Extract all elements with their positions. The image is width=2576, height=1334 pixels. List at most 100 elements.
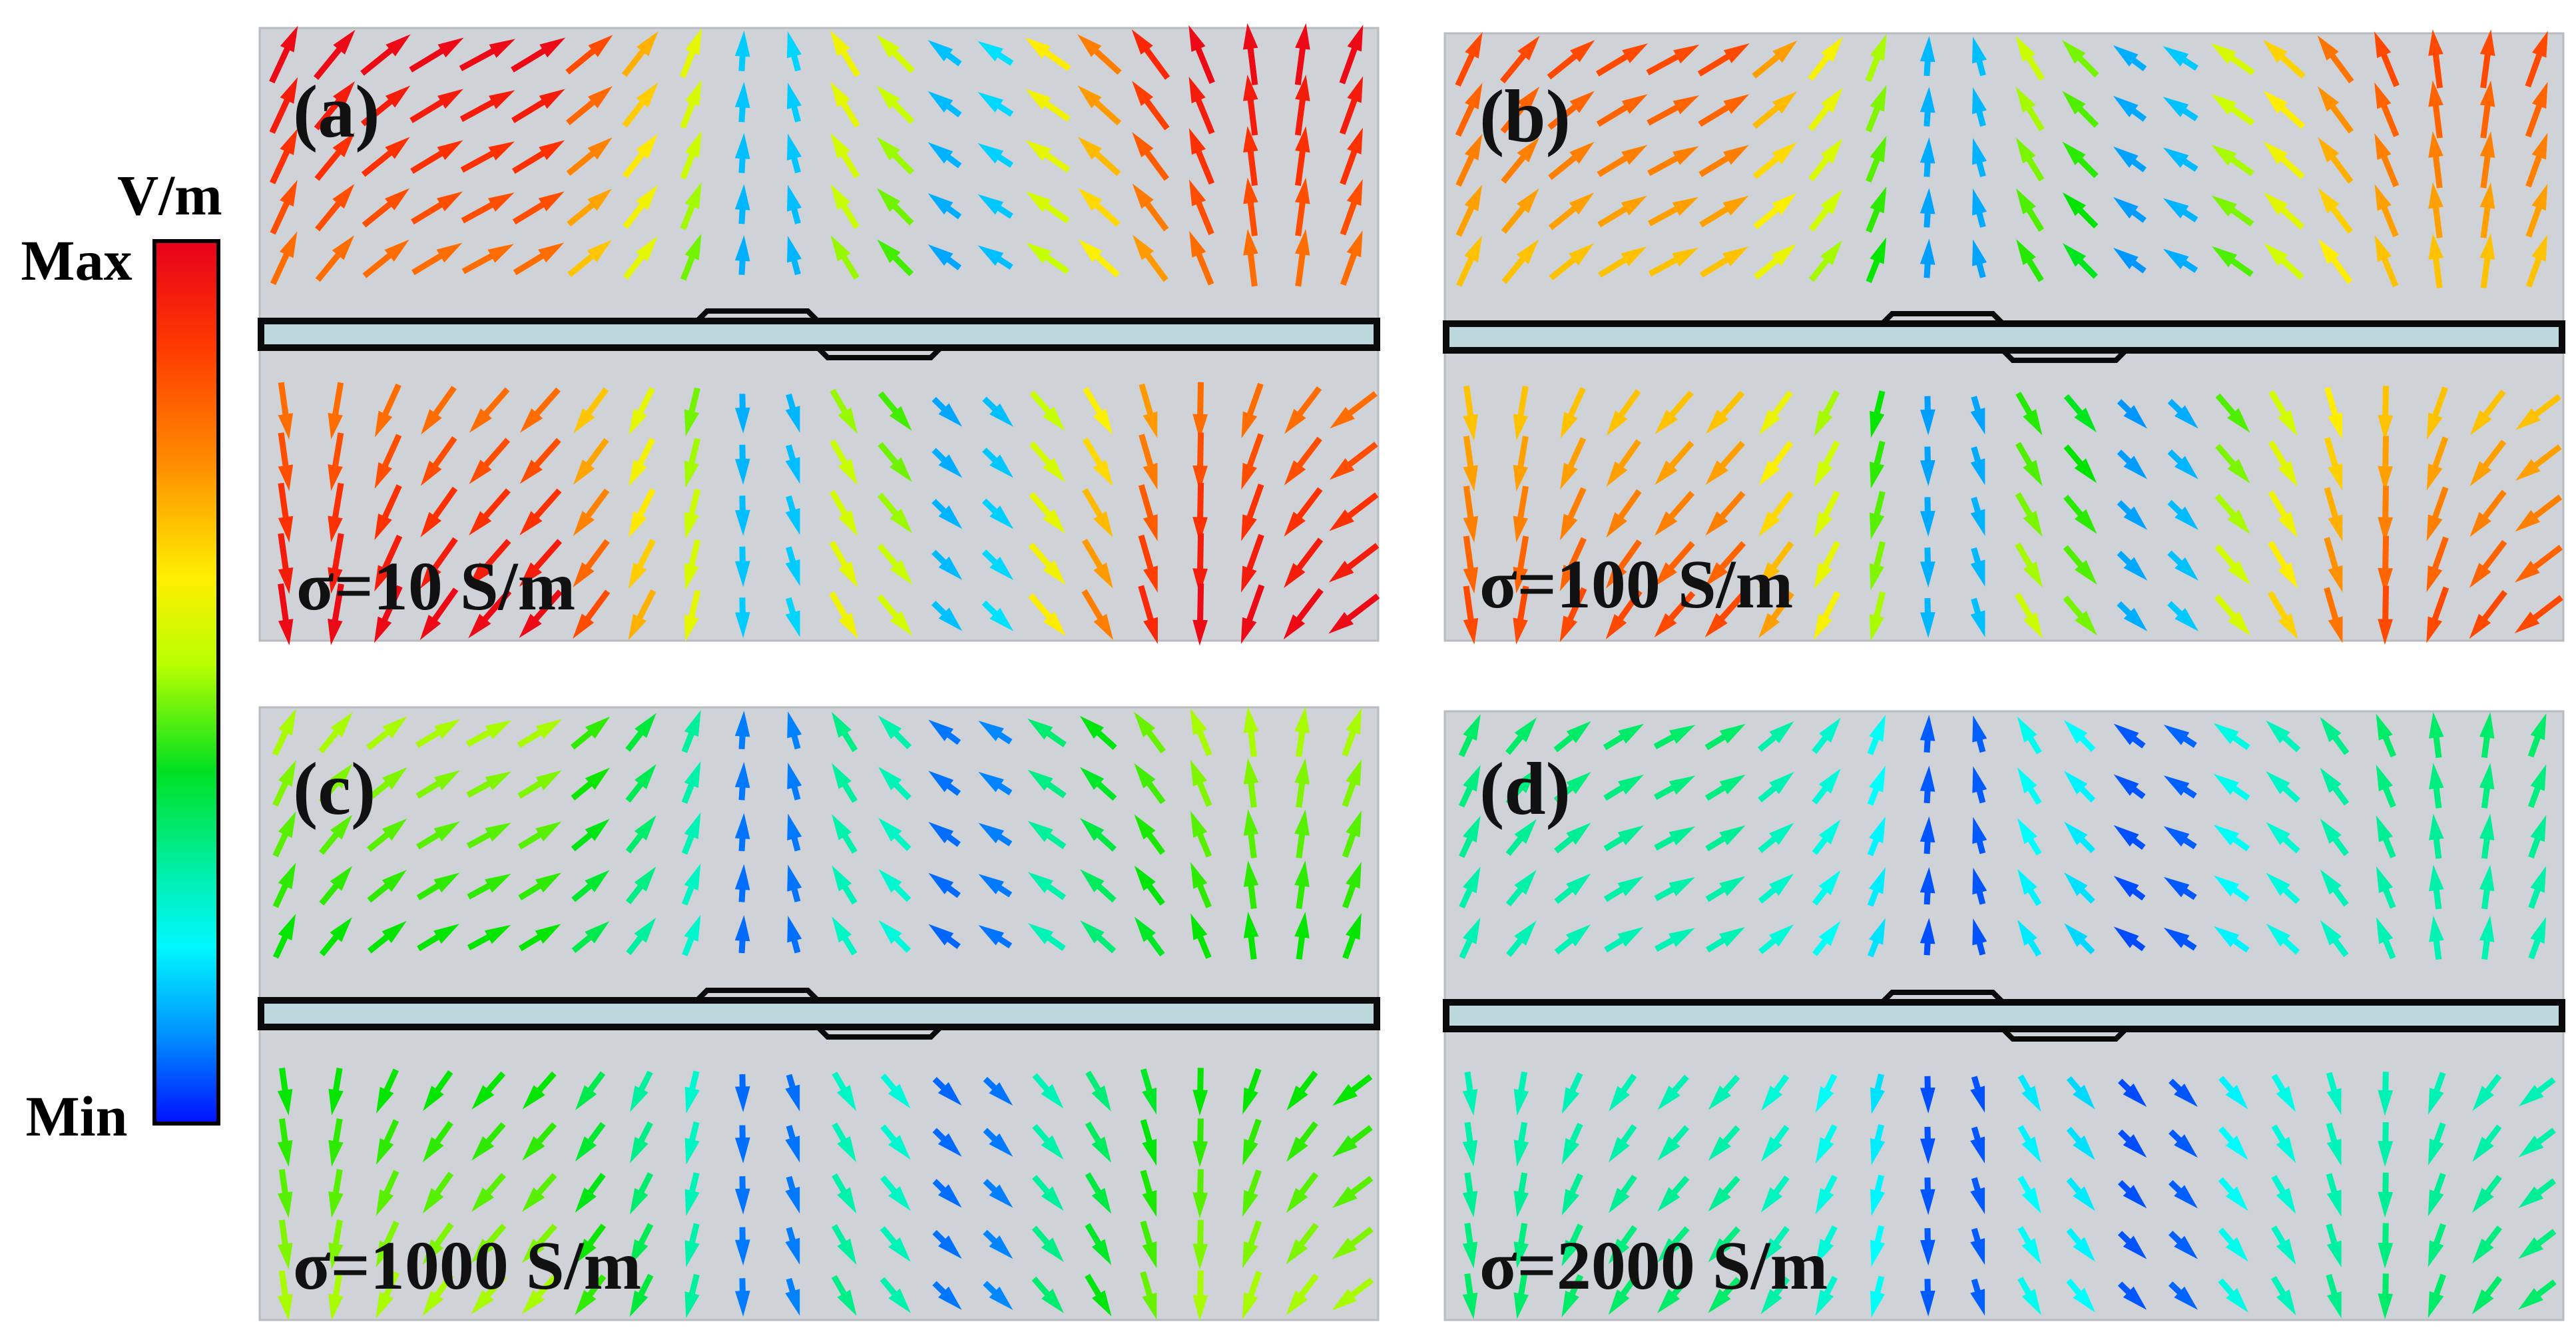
- field-arrow-head: [1190, 913, 1208, 940]
- field-arrow-head: [832, 916, 852, 943]
- field-arrow-head: [1463, 414, 1478, 441]
- field-arrow-head: [330, 866, 352, 891]
- field-arrow-head: [2428, 131, 2444, 158]
- field-arrow-head: [2428, 1240, 2444, 1267]
- field-arrow-head: [2376, 765, 2393, 792]
- field-arrows: [1455, 29, 2563, 645]
- field-arrow-head: [1814, 410, 1833, 437]
- field-arrow-head: [1820, 189, 1843, 214]
- field-arrow-head: [585, 819, 610, 841]
- field-arrow-head: [1672, 247, 1698, 267]
- field-arrow-head: [1143, 411, 1158, 439]
- field-arrow-head: [2374, 133, 2392, 161]
- field-arrow-head: [2428, 1291, 2444, 1318]
- field-arrow-head: [1295, 75, 1310, 101]
- field-arrow-head: [588, 86, 613, 109]
- field-arrow-head: [888, 1135, 911, 1160]
- field-arrow-head: [2210, 94, 2237, 115]
- field-arrow-head: [1463, 617, 1479, 645]
- field-arrow-head: [787, 916, 802, 943]
- field-arrow-head: [1655, 410, 1678, 434]
- field-arrow-head: [1970, 1187, 1985, 1215]
- field-arrow-head: [938, 403, 963, 427]
- field-arrow-head: [684, 863, 701, 890]
- field-arrow-head: [2213, 723, 2239, 745]
- field-arrow-head: [2266, 923, 2290, 947]
- field-arrow-head: [1669, 928, 1695, 947]
- field-arrow-head: [2227, 408, 2250, 433]
- field-arrow-head: [2123, 405, 2147, 429]
- field-arrow-head: [1143, 617, 1159, 644]
- field-arrow-head: [1462, 1140, 1478, 1167]
- field-arrow-head: [585, 870, 610, 892]
- field-arrow-head: [2374, 31, 2392, 59]
- field-arrow-head: [1513, 617, 1528, 645]
- field-arrow-head: [1814, 461, 1833, 488]
- field-arrow-head: [1920, 765, 1935, 792]
- field-arrow-head: [1815, 1289, 1834, 1316]
- field-arrow-head: [539, 37, 566, 58]
- field-arrow-head: [2374, 82, 2392, 109]
- field-arrow-head: [1972, 36, 1987, 64]
- field-arrow-head: [838, 408, 858, 434]
- field-arrow-head: [1134, 916, 1156, 942]
- field-arrow-head: [1820, 139, 1843, 164]
- field-arrow-head: [2211, 246, 2237, 268]
- field-arrow-head: [332, 235, 355, 260]
- field-arrow-head: [1708, 1237, 1731, 1263]
- field-arrow-head: [382, 819, 407, 841]
- field-arrow-head: [2015, 188, 2036, 214]
- field-arrow-head: [1870, 1138, 1886, 1166]
- field-arrow-head: [634, 918, 656, 943]
- field-arrow-head: [332, 184, 355, 209]
- field-arrow-head: [2225, 1085, 2248, 1110]
- field-arrow-head: [2062, 243, 2087, 267]
- field-arrow-head: [1026, 242, 1052, 264]
- field-arrow-head: [2479, 915, 2495, 942]
- colorbar: V/m Max Min: [21, 163, 222, 1148]
- field-arrow-head: [1771, 244, 1796, 266]
- field-arrow-head: [830, 184, 851, 210]
- field-arrow-head: [1131, 81, 1154, 107]
- field-arrow-head: [1870, 1087, 1886, 1114]
- field-arrow-head: [978, 721, 1004, 741]
- colorbar-scale: [152, 239, 220, 1126]
- field-arrow-head: [787, 813, 802, 840]
- field-arrow-head: [2021, 1238, 2041, 1265]
- field-arrow-head: [330, 917, 352, 942]
- field-arrow-head: [837, 1187, 857, 1213]
- field-arrow-head: [1869, 614, 1884, 641]
- field-arrow-head: [684, 1240, 700, 1267]
- colorbar-unit-label: V/m: [117, 163, 222, 227]
- field-arrow-head: [2163, 97, 2189, 117]
- field-arrow-head: [2479, 712, 2495, 739]
- field-arrow-head: [2530, 866, 2547, 893]
- field-arrow-head: [1621, 195, 1647, 216]
- field-arrow-head: [1091, 1290, 1112, 1317]
- field-arrow-head: [928, 924, 954, 946]
- field-arrow-head: [2228, 611, 2251, 636]
- conductivity-label: σ=1000 S/m: [293, 1227, 641, 1304]
- field-arrow-head: [1920, 238, 1935, 265]
- field-arrow-head: [433, 924, 460, 944]
- field-arrow-head: [684, 233, 702, 260]
- field-arrow-head: [734, 813, 750, 839]
- strip-line: [258, 988, 1380, 1040]
- field-arrow-head: [278, 464, 294, 492]
- field-arrow-head: [1079, 715, 1105, 739]
- panel-label: (b): [1479, 75, 1571, 158]
- field-arrow-head: [2469, 563, 2491, 588]
- panel-b: (b) σ=100 S/m: [1443, 29, 2565, 645]
- field-arrow-head: [735, 561, 750, 587]
- field-arrow-head: [2123, 1134, 2147, 1158]
- field-arrow-head: [2113, 95, 2139, 117]
- field-arrow-head: [2426, 463, 2443, 491]
- field-arrow-head: [785, 610, 800, 637]
- field-arrow-head: [635, 236, 658, 262]
- field-arrow-head: [277, 1191, 293, 1218]
- field-arrow-head: [785, 1237, 800, 1265]
- field-arrow-head: [2479, 763, 2495, 790]
- conductivity-label: σ=100 S/m: [1479, 546, 1793, 623]
- field-arrow-head: [1617, 876, 1644, 896]
- field-arrow-head: [1294, 228, 1310, 256]
